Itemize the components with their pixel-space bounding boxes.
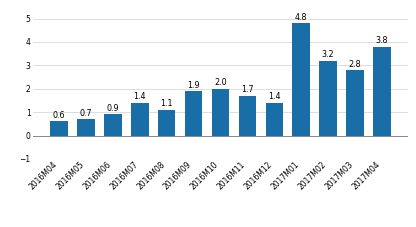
Bar <box>77 119 95 136</box>
Text: 3.2: 3.2 <box>322 50 334 59</box>
Bar <box>292 23 310 136</box>
Text: 1.7: 1.7 <box>241 85 254 94</box>
Text: 1.4: 1.4 <box>134 92 146 101</box>
Bar <box>239 96 256 136</box>
Bar <box>50 121 68 136</box>
Bar <box>185 91 202 136</box>
Text: 4.8: 4.8 <box>295 13 307 22</box>
Bar <box>346 70 364 136</box>
Text: 2.0: 2.0 <box>214 78 227 87</box>
Text: 3.8: 3.8 <box>376 36 388 45</box>
Text: 2.8: 2.8 <box>349 59 362 69</box>
Text: 0.7: 0.7 <box>79 109 92 118</box>
Text: 1.9: 1.9 <box>187 81 200 90</box>
Bar <box>158 110 176 136</box>
Bar <box>319 61 337 136</box>
Bar <box>373 47 391 136</box>
Bar <box>131 103 149 136</box>
Bar <box>104 114 121 136</box>
Bar <box>265 103 283 136</box>
Text: 1.4: 1.4 <box>268 92 280 101</box>
Text: 1.1: 1.1 <box>161 99 173 108</box>
Text: 0.6: 0.6 <box>53 111 65 120</box>
Text: 0.9: 0.9 <box>106 104 119 113</box>
Bar <box>212 89 229 136</box>
